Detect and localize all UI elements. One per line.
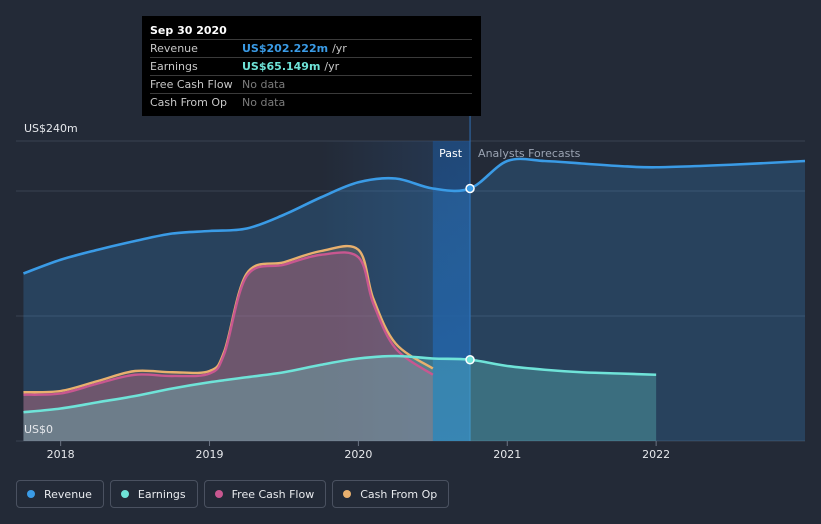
- forecast-label: Analysts Forecasts: [478, 147, 581, 160]
- revenue-line: [22, 157, 806, 275]
- tooltip-row-cash-from-op: Cash From Op No data: [150, 93, 472, 111]
- revenue-area: [23, 158, 805, 441]
- legend-dot-icon: [27, 490, 35, 498]
- legend-dot-icon: [214, 490, 223, 498]
- tooltip-label: Free Cash Flow: [150, 78, 233, 91]
- legend-label: Revenue: [44, 487, 92, 501]
- y-axis-max-label: US$240m: [24, 122, 78, 135]
- revenue-highlight-point: [465, 183, 475, 194]
- legend-item-free-cash-flow[interactable]: Free Cash Flow: [203, 480, 327, 508]
- chart-tooltip: Sep 30 2020 Revenue US$202.222m/yr Earning…: [142, 16, 481, 116]
- tooltip-value: No data: [242, 96, 286, 109]
- y-axis-zero-label: US$0: [24, 423, 53, 436]
- chart-legend: Revenue Earnings Free Cash Flow Cash From O…: [16, 480, 450, 508]
- tooltip-unit: /yr: [324, 60, 340, 73]
- x-tick-label-2022: 2022: [642, 448, 670, 461]
- tooltip-value: No data: [242, 78, 286, 91]
- earnings-line: [23, 354, 657, 414]
- tooltip-label: Revenue: [150, 42, 198, 55]
- free-cash-flow-line: [23, 251, 434, 396]
- x-tick-label-2021: 2021: [493, 448, 521, 461]
- free-cash-flow-area: [23, 252, 433, 441]
- legend-item-cash-from-op[interactable]: Cash From Op: [332, 480, 450, 508]
- tooltip-row-revenue: Revenue US$202.222m/yr: [150, 39, 472, 57]
- tooltip-date: Sep 30 2020: [150, 24, 227, 37]
- tooltip-value: US$202.222m: [242, 42, 329, 55]
- legend-label: Free Cash Flow: [231, 487, 315, 501]
- tooltip-row-free-cash-flow: Free Cash Flow No data: [150, 75, 472, 93]
- earnings-area: [23, 356, 657, 441]
- legend-item-revenue[interactable]: Revenue: [16, 480, 104, 508]
- tooltip-unit: /yr: [332, 42, 347, 55]
- legend-label: Earnings: [137, 487, 186, 501]
- legend-item-earnings[interactable]: Earnings: [109, 480, 198, 508]
- x-tick-label-2020: 2020: [344, 448, 372, 461]
- tooltip-label: Cash From Op: [150, 96, 228, 109]
- tooltip-value: US$65.149m: [242, 60, 321, 73]
- tooltip-label: Earnings: [150, 60, 198, 73]
- tooltip-row-earnings: Earnings US$65.149m/yr: [150, 57, 472, 75]
- legend-dot-icon: [343, 490, 352, 498]
- past-label: Past: [439, 147, 463, 160]
- x-tick-label-2018: 2018: [47, 448, 75, 461]
- legend-label: Cash From Op: [360, 487, 438, 501]
- x-tick-label-2019: 2019: [196, 448, 224, 461]
- legend-dot-icon: [120, 490, 129, 498]
- earnings-highlight-point: [465, 355, 475, 365]
